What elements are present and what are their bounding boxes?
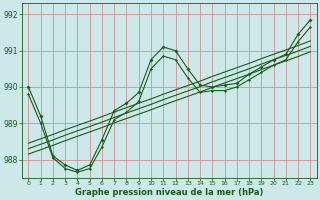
X-axis label: Graphe pression niveau de la mer (hPa): Graphe pression niveau de la mer (hPa): [75, 188, 264, 197]
